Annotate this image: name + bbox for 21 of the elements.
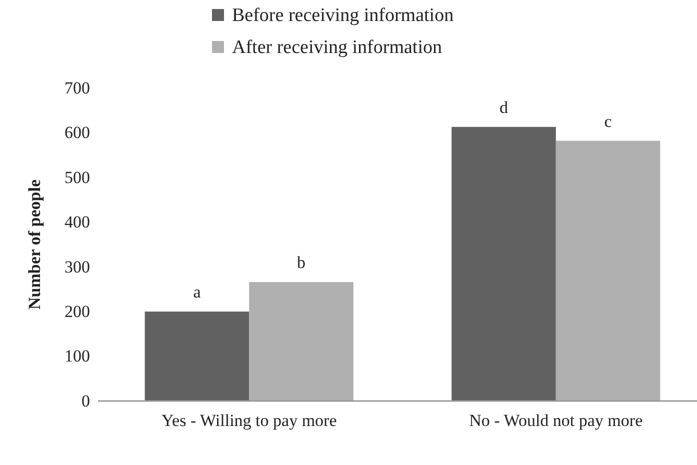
bar bbox=[452, 126, 556, 401]
annotation: b bbox=[297, 253, 306, 272]
y-tick-label: 200 bbox=[64, 302, 90, 322]
y-tick-label: 100 bbox=[64, 346, 90, 366]
bar bbox=[249, 282, 354, 401]
x-tick-label: No - Would not pay more bbox=[469, 411, 643, 430]
legend-label: Before receiving information bbox=[232, 5, 454, 26]
y-axis-title: Number of people bbox=[25, 179, 44, 310]
x-tick-label: Yes - Willing to pay more bbox=[161, 411, 337, 430]
y-tick-label: 300 bbox=[64, 257, 90, 276]
y-tick-label: 0 bbox=[82, 391, 90, 410]
legend-label: After receiving information bbox=[232, 37, 442, 58]
bar bbox=[556, 140, 660, 401]
annotation: a bbox=[193, 282, 202, 302]
annotation: c bbox=[604, 112, 612, 131]
bar bbox=[144, 312, 250, 401]
y-tick-label: 700 bbox=[64, 78, 90, 98]
y-tick-label: 600 bbox=[64, 123, 90, 142]
annotation: d bbox=[499, 98, 508, 117]
y-tick-label: 400 bbox=[64, 212, 90, 232]
y-tick-label: 500 bbox=[64, 168, 90, 187]
